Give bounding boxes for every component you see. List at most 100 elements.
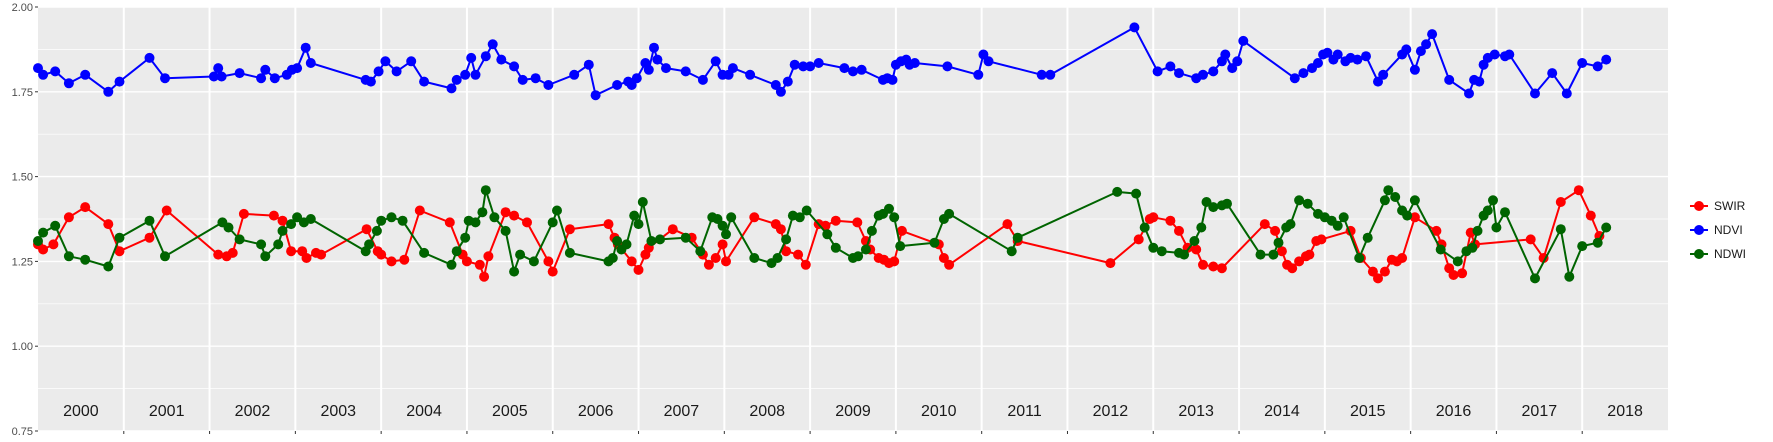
data-point-ndvi <box>517 74 528 85</box>
data-point-swir <box>38 244 49 255</box>
data-point-swir <box>114 246 125 257</box>
data-point-swir <box>1105 258 1116 269</box>
data-point-ndvi <box>103 86 114 97</box>
data-point-ndwi <box>1338 212 1349 223</box>
data-point-ndwi <box>822 229 833 240</box>
data-point-ndwi <box>451 246 462 257</box>
data-point-ndvi <box>470 69 481 80</box>
data-point-ndwi <box>500 225 511 236</box>
data-point-ndvi <box>1504 49 1515 60</box>
data-point-ndwi <box>80 254 91 265</box>
year-label: 2017 <box>1522 403 1558 420</box>
year-label: 2008 <box>749 403 785 420</box>
year-label: 2002 <box>235 403 271 420</box>
data-point-swir <box>1316 234 1327 245</box>
data-point-ndvi <box>697 74 708 85</box>
series-layer <box>33 22 1612 284</box>
data-point-ndwi <box>376 215 387 226</box>
data-point-swir <box>500 207 511 218</box>
data-point-swir <box>361 224 372 235</box>
data-point-swir <box>1270 225 1281 236</box>
data-point-ndwi <box>695 246 706 257</box>
data-point-ndwi <box>721 229 731 240</box>
year-label: 2010 <box>921 403 957 420</box>
year-label: 2011 <box>1007 403 1042 420</box>
data-point-ndwi <box>552 205 562 216</box>
data-point-ndwi <box>256 239 267 250</box>
data-point-swir <box>1573 185 1584 196</box>
data-point-ndwi <box>655 234 665 245</box>
data-point-ndwi <box>63 251 74 262</box>
data-point-ndwi <box>1402 210 1413 221</box>
data-point-ndwi <box>528 256 539 267</box>
y-tick-label: 1.50 <box>12 172 33 184</box>
x-axis <box>123 431 1583 434</box>
data-point-swir <box>1133 234 1144 245</box>
data-point-ndvi <box>1313 58 1323 68</box>
data-point-swir <box>213 249 224 260</box>
data-point-ndwi <box>1390 192 1401 202</box>
data-point-ndwi <box>637 197 648 207</box>
data-point-ndwi <box>364 239 375 250</box>
data-point-ndwi <box>1488 195 1498 206</box>
data-point-ndwi <box>509 266 520 277</box>
data-point-ndvi <box>292 63 303 74</box>
data-point-ndwi <box>477 207 488 218</box>
data-point-ndwi <box>612 236 623 246</box>
data-point-ndvi <box>256 73 267 84</box>
data-point-ndwi <box>50 220 61 231</box>
data-point-ndvi <box>973 69 984 80</box>
data-point-swir <box>301 253 312 263</box>
legend-key-point <box>1694 249 1704 259</box>
data-point-swir <box>286 246 297 257</box>
data-point-ndwi <box>1179 249 1190 260</box>
data-point-ndvi <box>643 64 654 75</box>
data-point-swir <box>1191 244 1202 255</box>
data-point-ndwi <box>1482 205 1493 216</box>
data-point-ndwi <box>1409 195 1420 206</box>
data-point-ndvi <box>590 90 601 101</box>
data-point-ndvi <box>727 63 738 74</box>
year-label: 2012 <box>1093 403 1129 420</box>
data-point-ndvi <box>798 61 809 72</box>
data-point-ndwi <box>1012 232 1023 243</box>
data-point-swir <box>479 271 490 282</box>
data-point-swir <box>938 253 949 263</box>
data-point-swir <box>1174 225 1184 236</box>
data-point-ndwi <box>830 242 841 253</box>
data-point-swir <box>830 215 841 226</box>
data-point-swir <box>564 224 575 235</box>
data-point-swir <box>1208 261 1219 272</box>
data-point-swir <box>161 205 172 216</box>
data-point-swir <box>1448 270 1459 280</box>
data-point-ndwi <box>386 212 397 223</box>
data-point-ndvi <box>942 61 953 72</box>
data-point-ndvi <box>745 69 756 80</box>
data-point-swir <box>399 254 410 265</box>
data-point-swir <box>896 225 907 236</box>
data-point-ndvi <box>887 74 898 85</box>
data-point-ndvi <box>983 56 994 67</box>
data-point-ndwi <box>1302 198 1313 209</box>
data-point-ndvi <box>496 54 507 65</box>
data-point-swir <box>444 217 455 228</box>
data-point-ndwi <box>371 225 382 236</box>
year-label: 2003 <box>320 403 356 420</box>
data-point-ndvi <box>208 71 219 82</box>
data-point-ndvi <box>856 64 867 75</box>
data-point-ndwi <box>1006 246 1017 257</box>
data-point-ndwi <box>866 225 877 236</box>
data-point-ndwi <box>629 210 640 221</box>
data-point-ndwi <box>277 225 288 236</box>
data-point-ndvi <box>1232 56 1243 67</box>
data-point-ndwi <box>1139 222 1150 233</box>
data-point-ndwi <box>621 239 632 250</box>
data-point-ndwi <box>470 217 481 228</box>
year-label: 2006 <box>578 403 614 420</box>
data-point-ndwi <box>1222 198 1232 209</box>
data-point-swir <box>1287 263 1298 274</box>
data-point-ndvi <box>775 86 786 97</box>
data-point-swir <box>1276 246 1287 257</box>
data-point-ndvi <box>1547 68 1558 79</box>
